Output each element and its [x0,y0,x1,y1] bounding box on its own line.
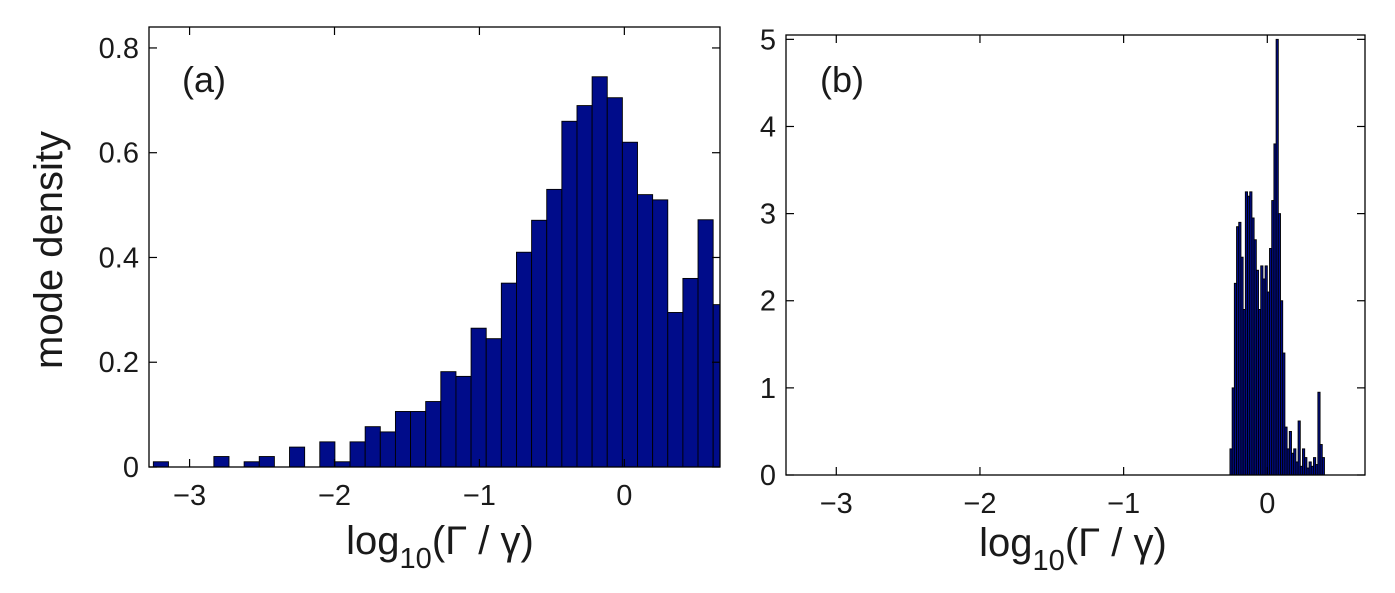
x-axis-label-b: log10(Γ / γ) [979,521,1167,577]
bar-a-0 [152,461,169,468]
y-axis-label: mode density [27,131,71,369]
x-tick-label-b-2: −1 [1107,488,1140,520]
y-tick-label-a-1: 0.2 [99,347,139,379]
panel-label-b: (b) [820,59,864,100]
bar-b-42 [1321,457,1325,476]
y-tick-label-b-0: 0 [760,460,776,492]
bar-a-29 [591,76,608,468]
bar-a-9 [289,446,306,468]
bar-a-28 [576,105,593,468]
bar-a-23 [500,282,517,468]
panel-label-a: (a) [182,59,226,100]
x-tick-label-a-1: −2 [318,480,351,512]
bar-a-34 [667,312,684,468]
bar-a-19 [440,371,457,468]
x-tick-label-a-2: −1 [463,480,496,512]
bar-a-35 [682,277,699,468]
x-axis-label-b-suffix: (Γ / γ) [1065,521,1167,565]
bar-a-7 [258,456,275,468]
bar-a-32 [637,194,654,468]
x-axis-label-a-prefix: log [346,519,399,563]
bar-a-25 [531,219,548,468]
bar-a-21 [470,327,487,468]
y-tick-label-a-2: 0.4 [99,242,139,274]
bar-a-22 [485,338,502,468]
bar-a-20 [455,375,472,468]
bar-a-33 [652,199,669,468]
bar-a-6 [243,461,260,468]
x-axis-label-a-subscript: 10 [400,543,432,575]
bar-a-14 [364,426,381,468]
bar-a-13 [349,441,366,468]
x-tick-label-a-3: 0 [616,480,632,512]
y-tick-label-b-5: 5 [760,24,776,56]
x-axis-label-a: log10(Γ / γ) [346,519,534,575]
y-tick-label-b-2: 2 [760,286,776,318]
bar-a-26 [546,188,563,468]
plot-frame-a [148,26,721,468]
y-tick-label-a-3: 0.6 [99,138,139,170]
bars-b [1229,38,1325,476]
y-tick-label-b-3: 3 [760,199,776,231]
panel-b: −3 −2 −1 0 0 1 2 3 4 5 (b) log10(Γ / γ) [760,24,1366,577]
bar-a-27 [561,120,578,468]
bar-a-31 [621,141,638,468]
bar-a-17 [410,411,427,468]
x-tick-label-b-0: −3 [820,488,853,520]
bar-a-15 [379,431,396,468]
bar-a-18 [425,401,442,468]
plot-frame-b [785,34,1366,476]
x-axis-label-b-subscript: 10 [1033,545,1065,577]
y-tick-label-a-4: 0.8 [99,33,139,65]
bar-a-36 [697,219,714,468]
bar-a-11 [319,441,336,468]
y-tick-label-a-0: 0 [123,452,139,484]
ticks-b: −3 −2 −1 0 0 1 2 3 4 5 [760,24,1365,520]
bar-a-16 [394,411,412,468]
bar-a-24 [516,251,533,468]
x-tick-label-b-1: −2 [963,488,996,520]
bar-a-37 [712,304,721,468]
y-tick-label-b-4: 4 [760,111,776,143]
ticks-a: −3 −2 −1 0 0 0.2 0.4 0.6 0.8 [99,27,720,512]
panel-a: −3 −2 −1 0 0 0.2 0.4 0.6 0.8 (a) log10(Γ / γ) [99,26,721,575]
bars-a [152,76,721,468]
x-tick-label-a-0: −3 [173,480,206,512]
bar-a-12 [334,461,351,468]
bar-a-30 [606,97,623,468]
x-axis-label-a-suffix: (Γ / γ) [432,519,534,563]
x-tick-label-b-3: 0 [1259,488,1275,520]
x-axis-label-b-prefix: log [979,521,1032,565]
bar-a-4 [213,456,230,468]
y-tick-label-b-1: 1 [760,373,776,405]
